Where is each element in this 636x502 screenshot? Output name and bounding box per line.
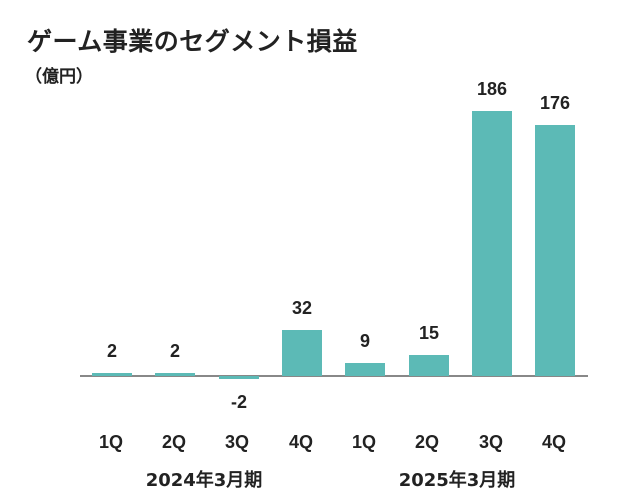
category-label: 3Q [224,432,249,452]
bar-2025-1q [345,363,385,376]
category-label: 1Q [98,432,123,452]
bar-2024-4q [282,330,322,376]
x-axis-baseline [80,375,588,377]
bar-2025-2q [409,355,449,376]
category-label: 4Q [541,432,566,452]
category-label: 1Q [351,432,376,452]
bar-2024-1q [92,373,132,376]
value-label: 32 [291,298,313,318]
group-label-fy2024: 2024年3月期 [145,470,263,491]
bar-2024-2q [155,373,195,376]
unit-label: （億円） [25,67,93,87]
bar-2025-4q [535,125,575,376]
category-label: 4Q [288,432,313,452]
category-label: 2Q [414,432,439,452]
bar-2024-3q [219,376,259,379]
value-label: 2 [106,341,117,361]
value-label: 9 [359,331,370,351]
value-label: -2 [230,392,247,412]
category-label: 3Q [478,432,503,452]
chart-title: ゲーム事業のセグメント損益 [27,27,358,56]
group-label-fy2025: 2025年3月期 [398,470,516,491]
value-label: 186 [476,79,508,99]
value-label: 2 [169,341,180,361]
category-label: 2Q [161,432,186,452]
value-label: 15 [418,323,440,343]
value-label: 176 [539,93,571,113]
bar-2025-3q [472,111,512,376]
